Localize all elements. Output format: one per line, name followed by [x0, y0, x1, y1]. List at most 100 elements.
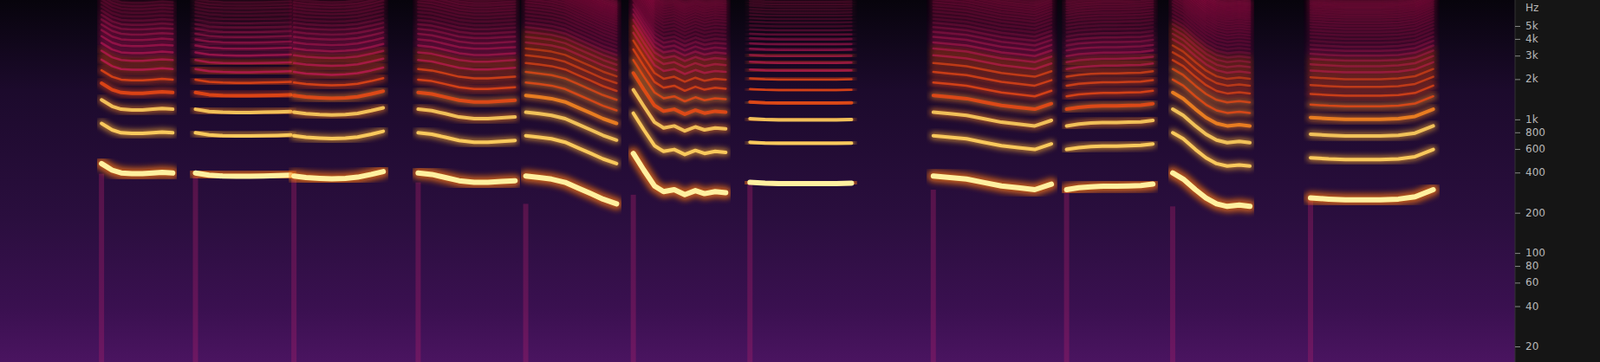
harmonic-line — [195, 79, 292, 84]
y-tick-label: 800 — [1525, 126, 1546, 139]
harmonic-glow — [749, 61, 852, 63]
harmonic — [195, 59, 292, 64]
harmonic — [749, 54, 852, 56]
y-tick — [1515, 282, 1521, 284]
fundamental — [749, 182, 852, 184]
harmonic — [526, 0, 618, 1]
harmonic-line — [749, 142, 852, 144]
y-tick — [1515, 26, 1521, 27]
harmonic-glow — [933, 112, 1052, 127]
harmonic-line — [195, 0, 292, 3]
harmonic — [749, 69, 852, 71]
harmonic-line — [195, 69, 292, 73]
harmonic-glow — [195, 79, 292, 84]
onset-streak — [630, 195, 637, 362]
harmonic — [1066, 143, 1154, 150]
harmonic-glow — [749, 118, 852, 120]
fundamental — [933, 175, 1052, 190]
harmonic-glow — [933, 175, 1052, 190]
onset-streak — [1170, 206, 1176, 362]
harmonic — [293, 91, 384, 98]
harmonic-glow — [1066, 63, 1154, 69]
harmonic-line — [526, 0, 618, 1]
harmonic-glow — [293, 108, 384, 116]
harmonic — [749, 0, 852, 2]
harmonic-glow — [195, 0, 292, 3]
harmonic-glow — [195, 69, 292, 73]
harmonic — [101, 123, 173, 135]
harmonic — [749, 142, 852, 144]
onset-streak — [1064, 189, 1070, 362]
fundamental-line — [293, 171, 384, 179]
harmonic — [749, 89, 852, 91]
harmonic — [633, 113, 727, 156]
harmonic-glow — [526, 0, 618, 3]
harmonic-glow — [1066, 143, 1154, 150]
harmonic-glow — [749, 182, 852, 184]
y-axis-label: Hz — [1525, 1, 1539, 14]
onset-streak — [523, 203, 529, 362]
harmonic-glow — [1066, 91, 1154, 97]
harmonic — [101, 83, 173, 94]
harmonic-glow — [417, 109, 515, 119]
harmonic-glow — [101, 99, 173, 111]
harmonic-glow — [749, 54, 852, 56]
harmonic-glow — [526, 0, 618, 1]
harmonic-line — [1066, 80, 1154, 86]
harmonic-glow — [1066, 80, 1154, 86]
plot-area — [98, 0, 1433, 362]
harmonic — [417, 0, 515, 1]
harmonic-line — [195, 132, 292, 137]
harmonic — [195, 132, 292, 137]
harmonic-line — [749, 54, 852, 56]
harmonic-glow — [195, 132, 292, 137]
harmonic-line — [1066, 91, 1154, 97]
harmonic-line — [526, 0, 618, 3]
fundamental — [101, 163, 173, 175]
harmonic — [417, 92, 515, 103]
harmonic-glow — [633, 153, 727, 196]
harmonic-glow — [633, 113, 727, 156]
harmonic — [1066, 91, 1154, 97]
onset-streak — [1307, 200, 1314, 362]
harmonic-glow — [417, 132, 515, 143]
harmonic — [933, 0, 1052, 1]
harmonic — [195, 92, 292, 97]
harmonic-glow — [1066, 104, 1154, 110]
fundamental — [1172, 173, 1250, 208]
harmonic-glow — [749, 48, 852, 50]
harmonic-glow — [749, 38, 852, 40]
onset-streak — [930, 189, 937, 362]
fundamental-line — [933, 175, 1052, 190]
harmonic-line — [749, 78, 852, 80]
harmonic-glow — [1310, 189, 1434, 201]
harmonic-line — [417, 109, 515, 119]
y-tick-label: 3k — [1525, 49, 1539, 62]
harmonic — [1066, 120, 1154, 126]
harmonic — [1066, 80, 1154, 86]
harmonic-line — [526, 136, 618, 164]
y-tick-label: 2k — [1525, 72, 1539, 85]
harmonic-line — [933, 136, 1052, 150]
harmonic-glow — [293, 131, 384, 139]
harmonic-glow — [417, 173, 515, 183]
y-tick-label: 1k — [1525, 113, 1539, 126]
harmonic — [749, 43, 852, 45]
harmonic-line — [933, 112, 1052, 127]
harmonic — [1310, 149, 1434, 161]
harmonic-glow — [749, 142, 852, 144]
harmonic-line — [749, 69, 852, 71]
harmonic-line — [749, 0, 852, 2]
harmonic — [293, 78, 384, 85]
fundamental-line — [633, 153, 727, 196]
harmonic-line — [749, 38, 852, 40]
harmonic-glow — [293, 171, 384, 179]
harmonic — [293, 131, 384, 139]
y-axis-line — [1515, 0, 1516, 362]
onset-streak — [747, 183, 753, 362]
harmonic-line — [1310, 0, 1434, 1]
harmonic — [195, 69, 292, 73]
harmonic — [749, 102, 852, 104]
harmonic-glow — [749, 102, 852, 104]
harmonic — [417, 109, 515, 119]
